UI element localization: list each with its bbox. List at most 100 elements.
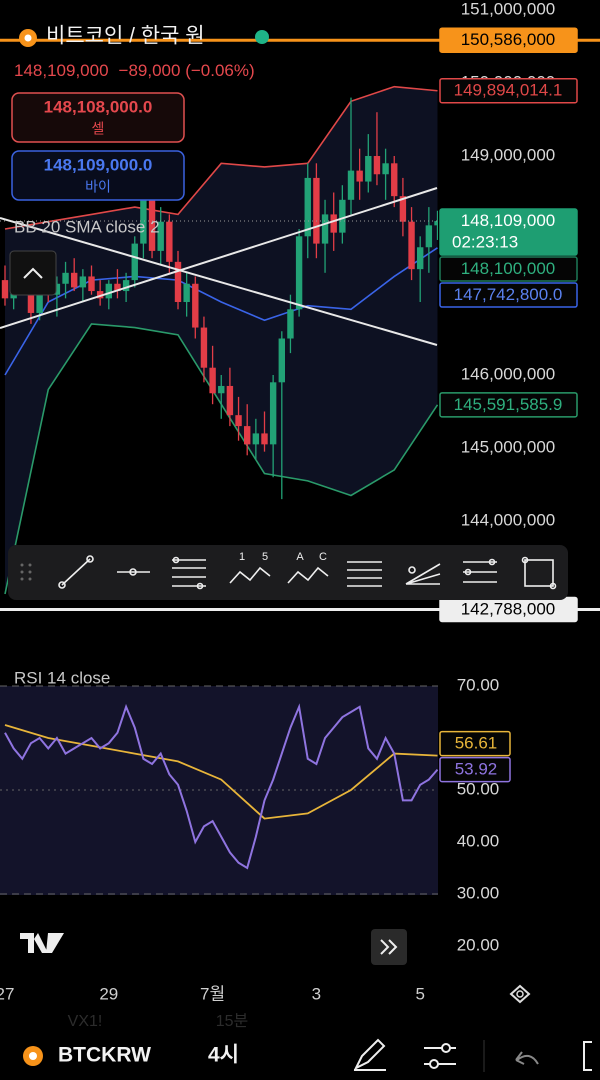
candle-body: [157, 221, 164, 251]
symbol-title[interactable]: 비트코인 / 한국 원: [46, 25, 205, 48]
price-tag: [439, 27, 578, 53]
candle-body: [304, 177, 311, 237]
y-tick-label: 149,000,000: [461, 145, 556, 164]
symbol[interactable]: BTCKRW: [58, 1044, 151, 1067]
tool-fib-channel[interactable]: [463, 558, 497, 583]
settings-icon[interactable]: [509, 984, 531, 1004]
rsi-tick-label: 20.00: [457, 935, 500, 954]
candle-body: [79, 276, 87, 288]
price-change-row: 148,109,000 −89,000 (−0.06%): [14, 61, 255, 80]
tool-horizontal-ray[interactable]: [117, 568, 150, 576]
rsi-ma-line: [4, 724, 438, 820]
price-tags: 150,586,000 149,894,014.1 148,109,000 02:23…: [0, 27, 600, 783]
drawing-toolbar: 1 5 A C: [8, 545, 568, 600]
candle-body: [226, 385, 234, 416]
undo-icon[interactable]: [515, 1051, 539, 1065]
tool-label: 5: [262, 551, 268, 563]
candle-body: [425, 225, 433, 248]
candle-body: [356, 170, 363, 182]
buy-button[interactable]: [11, 150, 185, 201]
candle-body: [200, 327, 208, 368]
tool-trend-line[interactable]: [58, 555, 94, 589]
settings-icon-core: [516, 990, 524, 998]
trend-line: [0, 187, 438, 329]
rsi-tick-label: 30.00: [457, 883, 500, 902]
candle-body: [244, 426, 251, 445]
candle-body: [287, 309, 294, 339]
scroll-right-icon: [380, 939, 398, 955]
candle-body: [295, 236, 303, 310]
draw-icon[interactable]: [353, 1038, 386, 1071]
tool-pattern-ac[interactable]: [287, 566, 329, 584]
ghost-label: VX1!: [68, 1013, 103, 1030]
candle-body: [140, 199, 147, 244]
tool-label: A: [296, 551, 304, 563]
coin-icon-mark: [29, 1052, 37, 1060]
toolbar-bg: [8, 545, 568, 600]
bb-legend: BB 20 SMA close 2: [14, 217, 160, 236]
rsi-tick-label: 40.00: [457, 831, 500, 850]
price-tag: [439, 392, 578, 418]
rsi-band: [0, 686, 438, 895]
price-tag: [439, 282, 578, 308]
tool-label: 1: [239, 551, 245, 563]
candle-body: [278, 338, 285, 383]
candle-body: [252, 433, 260, 445]
candle-body: [382, 163, 389, 175]
candle-body: [183, 283, 190, 303]
tool-fib[interactable]: [172, 556, 206, 590]
x-tick-label: 5: [415, 984, 424, 1003]
drag-handle: [20, 563, 32, 581]
sell-button[interactable]: [11, 92, 185, 143]
price-tag-label: 149,894,014.1: [454, 81, 563, 100]
x-tick-label: 27: [0, 984, 14, 1003]
buy-label: 바이: [85, 179, 111, 195]
candle-body: [339, 199, 346, 233]
candle-body: [36, 280, 43, 313]
candle-body: [218, 385, 225, 394]
candle-body: [209, 367, 216, 394]
fullscreen-icon[interactable]: [583, 1041, 592, 1071]
candle-body: [27, 291, 35, 313]
price-tag-label: 142,788,000: [461, 599, 556, 618]
tool-rectangle[interactable]: [521, 556, 557, 590]
collapse-button[interactable]: [9, 250, 57, 296]
tv-logo: [20, 933, 64, 953]
price-tag-label: 147,742,800.0: [454, 285, 563, 304]
price-countdown: 02:23:13: [452, 233, 518, 252]
candle-body: [122, 280, 130, 292]
candle-body: [192, 283, 199, 328]
candle-body: [261, 433, 268, 445]
rsi-line: [4, 703, 438, 870]
candle-body: [62, 272, 69, 284]
interval[interactable]: 4시: [208, 1044, 239, 1067]
sell-label: 셀: [92, 121, 105, 137]
x-tick-label: 3: [312, 984, 321, 1003]
tool-fib-fan[interactable]: [405, 563, 441, 585]
price-tag: [439, 256, 578, 282]
tool-label: C: [319, 551, 327, 563]
trend-line: [0, 217, 438, 346]
tool-parallel[interactable]: [347, 561, 382, 587]
candle-body: [321, 214, 329, 244]
candle-body: [408, 221, 415, 270]
candle-body: [235, 415, 242, 427]
candle-body: [105, 283, 112, 299]
market-status: [255, 30, 269, 44]
ghost-label: 15분: [216, 1013, 249, 1030]
tool-pattern-15[interactable]: [229, 566, 271, 584]
x-tick-label: 7월: [200, 984, 225, 1003]
price-tag-label: 148,100,000: [461, 259, 556, 278]
x-tick-label: 29: [99, 984, 118, 1003]
candle-body: [53, 283, 61, 295]
rsi-tick-label: 50.00: [457, 779, 500, 798]
indicators-icon[interactable]: [424, 1043, 456, 1069]
candle-body: [347, 170, 355, 200]
candle-body: [399, 196, 407, 222]
rsi-legend: RSI 14 close: [14, 668, 110, 687]
candle-body: [434, 221, 438, 226]
candle-body: [313, 177, 320, 244]
sell-price: 148,108,000.0: [44, 97, 153, 116]
rsi-tag-label: 56.61: [455, 734, 498, 753]
